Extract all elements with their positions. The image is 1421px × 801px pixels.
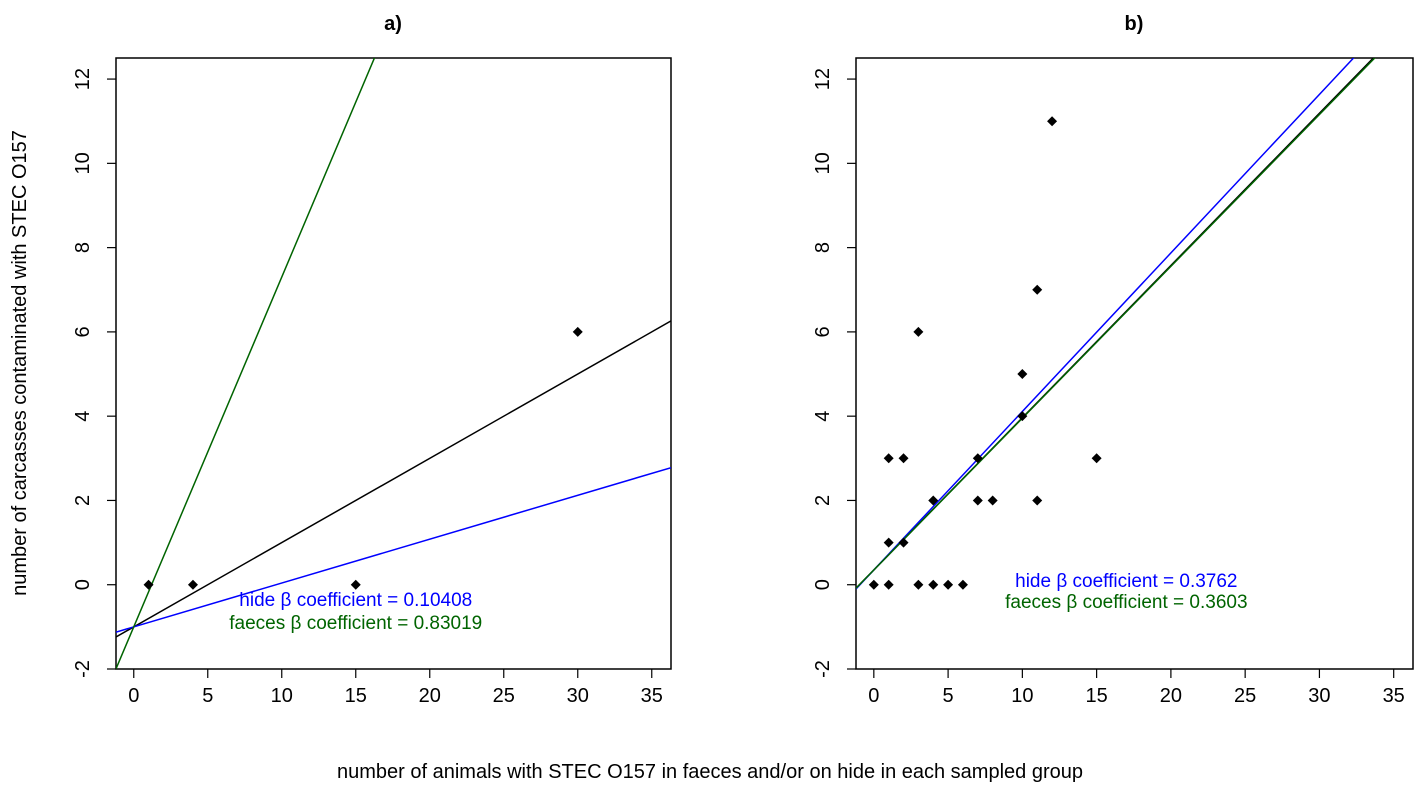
panel-b-data-point — [913, 326, 924, 337]
y-axis-label: number of carcasses contaminated with ST… — [9, 130, 31, 596]
panel-a-y-axis: -2 0 2 4 6 8 10 12 — [72, 68, 116, 678]
panel-b: b) 0 5 10 15 20 25 30 35 -2 0 2 4 6 8 10 12 hide β coe… — [812, 13, 1414, 707]
panel-a-y-tick-label: 6 — [72, 326, 94, 337]
panel-b-data-point — [1091, 453, 1102, 464]
panel-a-data-point — [350, 579, 361, 590]
panel-b-data-point — [1047, 116, 1058, 127]
panel-a-y-tick-label: 10 — [72, 152, 94, 174]
panel-b-data-point — [883, 453, 894, 464]
panel-a-hide-coefficient: hide β coefficient = 0.10408 — [239, 590, 472, 611]
panel-a-x-axis: 0 5 10 15 20 25 30 35 — [128, 669, 663, 707]
panel-b-data-point — [1017, 411, 1028, 422]
panel-a-x-tick-label: 25 — [493, 685, 515, 707]
panel-b-data-point — [972, 495, 983, 506]
panel-a-plot-frame — [115, 57, 672, 670]
panel-b-data-point — [987, 495, 998, 506]
panel-a-y-tick-label: 4 — [72, 411, 94, 422]
panel-a-x-tick-label: 0 — [128, 685, 139, 707]
panel-a: a) 0 5 10 15 20 25 30 35 -2 0 2 4 6 8 10 12 hide β coe… — [72, 13, 672, 707]
panel-b-data-point — [972, 453, 983, 464]
panel-a-x-tick-label: 15 — [345, 685, 367, 707]
panel-b-points — [868, 116, 1102, 590]
panel-a-x-tick-label: 20 — [419, 685, 441, 707]
panel-b-data-point — [957, 579, 968, 590]
panel-a-data-point — [143, 579, 154, 590]
panel-b-y-tick-label: 10 — [812, 152, 834, 174]
panel-b-faeces-fit-line — [856, 58, 1376, 589]
panel-a-faeces-fit-line — [116, 58, 376, 669]
panel-b-y-tick-label: -2 — [812, 660, 834, 678]
panel-a-y-tick-label: 2 — [72, 495, 94, 506]
panel-b-x-tick-label: 15 — [1085, 685, 1107, 707]
panel-a-x-tick-label: 35 — [641, 685, 663, 707]
panel-b-y-tick-label: 8 — [812, 242, 834, 253]
panel-b-x-tick-label: 20 — [1160, 685, 1182, 707]
panel-b-hide-fit-line — [856, 58, 1355, 590]
panel-b-fit-lines — [856, 58, 1376, 590]
panel-b-data-point — [1032, 495, 1043, 506]
panel-b-x-tick-label: 10 — [1011, 685, 1033, 707]
panel-b-plot-frame — [855, 57, 1414, 670]
panel-b-y-tick-label: 12 — [812, 68, 834, 90]
panel-b-data-point — [1032, 284, 1043, 295]
panel-b-data-point — [883, 579, 894, 590]
panel-a-fit-lines — [116, 58, 671, 669]
panel-a-points — [143, 326, 583, 590]
panel-b-data-point — [868, 579, 879, 590]
panel-b-hide-coefficient: hide β coefficient = 0.3762 — [1015, 571, 1237, 592]
panel-b-x-tick-label: 30 — [1308, 685, 1330, 707]
panel-a-y-tick-label: 12 — [72, 68, 94, 90]
panel-b-data-point — [943, 579, 954, 590]
panel-b-x-axis: 0 5 10 15 20 25 30 35 — [868, 669, 1405, 707]
panel-b-data-point — [898, 453, 909, 464]
panel-a-faeces-coefficient: faeces β coefficient = 0.83019 — [229, 613, 482, 634]
panel-a-x-tick-label: 5 — [202, 685, 213, 707]
panel-a-hide-fit-line — [116, 466, 671, 633]
x-axis-label: number of animals with STEC O157 in faec… — [337, 761, 1083, 783]
panel-a-overall-fit-line — [116, 320, 671, 638]
panel-b-y-tick-label: 0 — [812, 579, 834, 590]
panel-a-data-point — [572, 326, 583, 337]
panel-b-data-point — [1017, 369, 1028, 380]
panel-a-x-tick-label: 30 — [567, 685, 589, 707]
panel-a-title: a) — [384, 13, 402, 35]
panel-b-x-tick-label: 0 — [868, 685, 879, 707]
panel-b-y-tick-label: 6 — [812, 326, 834, 337]
panel-b-x-tick-label: 35 — [1383, 685, 1405, 707]
panel-b-x-tick-label: 25 — [1234, 685, 1256, 707]
panel-a-x-tick-label: 10 — [271, 685, 293, 707]
panel-b-y-axis: -2 0 2 4 6 8 10 12 — [812, 68, 856, 678]
panel-b-data-point — [913, 579, 924, 590]
panel-b-x-tick-label: 5 — [943, 685, 954, 707]
panel-a-y-tick-label: -2 — [72, 660, 94, 678]
panel-a-data-point — [187, 579, 198, 590]
panel-a-y-tick-label: 8 — [72, 242, 94, 253]
panel-b-y-tick-label: 2 — [812, 495, 834, 506]
panel-b-y-tick-label: 4 — [812, 411, 834, 422]
panel-b-title: b) — [1125, 13, 1144, 35]
panel-a-y-tick-label: 0 — [72, 579, 94, 590]
panel-b-data-point — [898, 537, 909, 548]
panel-b-faeces-coefficient: faeces β coefficient = 0.3603 — [1005, 592, 1247, 613]
panel-b-data-point — [883, 537, 894, 548]
panel-b-data-point — [928, 495, 939, 506]
panel-b-data-point — [928, 579, 939, 590]
